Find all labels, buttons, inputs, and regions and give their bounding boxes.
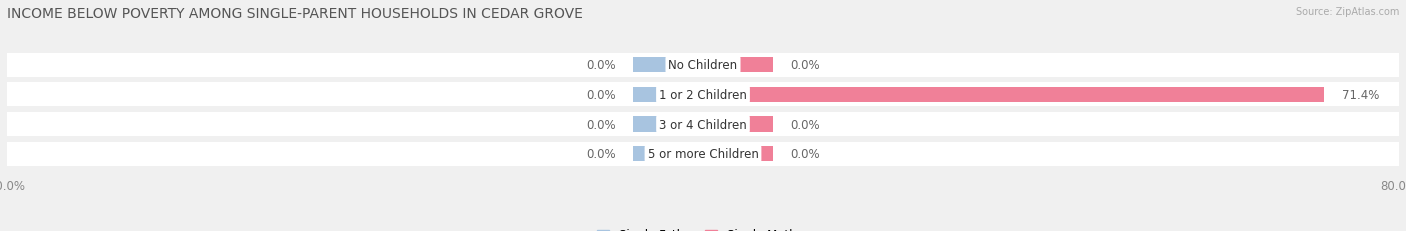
Text: 0.0%: 0.0%: [586, 148, 616, 161]
Text: 0.0%: 0.0%: [586, 118, 616, 131]
Bar: [703, 58, 773, 73]
Bar: [703, 87, 1324, 103]
Bar: [7, 142, 1399, 166]
Text: 0.0%: 0.0%: [586, 59, 616, 72]
Bar: [633, 87, 703, 103]
Text: 71.4%: 71.4%: [1341, 88, 1379, 101]
Bar: [703, 117, 773, 132]
Bar: [7, 113, 1399, 136]
Text: INCOME BELOW POVERTY AMONG SINGLE-PARENT HOUSEHOLDS IN CEDAR GROVE: INCOME BELOW POVERTY AMONG SINGLE-PARENT…: [7, 7, 583, 21]
Text: 5 or more Children: 5 or more Children: [648, 148, 758, 161]
Bar: [703, 146, 773, 162]
Text: 0.0%: 0.0%: [790, 118, 820, 131]
Text: 1 or 2 Children: 1 or 2 Children: [659, 88, 747, 101]
Text: 0.0%: 0.0%: [790, 148, 820, 161]
Bar: [7, 83, 1399, 107]
Bar: [633, 146, 703, 162]
Text: No Children: No Children: [668, 59, 738, 72]
Bar: [633, 58, 703, 73]
Text: 0.0%: 0.0%: [790, 59, 820, 72]
Text: Source: ZipAtlas.com: Source: ZipAtlas.com: [1295, 7, 1399, 17]
Text: 0.0%: 0.0%: [586, 88, 616, 101]
Bar: [7, 54, 1399, 77]
Text: 3 or 4 Children: 3 or 4 Children: [659, 118, 747, 131]
Legend: Single Father, Single Mother: Single Father, Single Mother: [593, 224, 813, 231]
Bar: [633, 117, 703, 132]
